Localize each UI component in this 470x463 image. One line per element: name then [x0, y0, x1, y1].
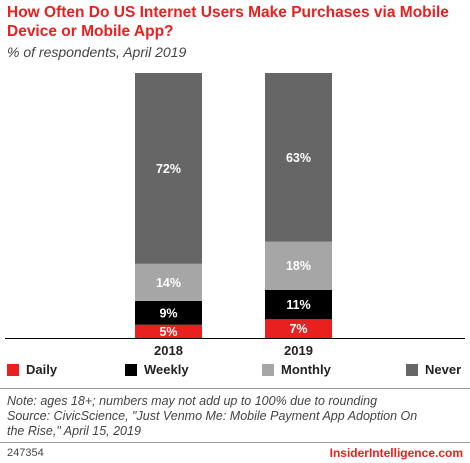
stacked-bar-chart: 5% 9% 14% 72% 2018 7% 11% 18% 63% 2019	[5, 73, 465, 358]
bar-daily-2018	[135, 324, 202, 338]
bar-weekly-2019	[265, 289, 332, 320]
legend-swatch-never	[406, 363, 418, 376]
data-label-weekly-2018: 9%	[159, 306, 177, 320]
divider-top	[0, 388, 470, 389]
footnote: Note: ages 18+; numbers may not add up t…	[7, 394, 465, 439]
legend-swatch-monthly	[262, 363, 274, 376]
data-label-never-2018: 72%	[156, 162, 181, 176]
legend: Daily Weekly Monthly Never	[7, 362, 465, 384]
bar-daily-2019	[265, 319, 332, 338]
chart-subtitle: % of respondents, April 2019	[7, 44, 187, 60]
legend-label-never: Never	[425, 362, 462, 377]
data-label-daily-2018: 5%	[159, 325, 177, 339]
legend-item-weekly: Weekly	[125, 362, 189, 377]
data-label-monthly-2019: 18%	[286, 259, 311, 273]
brand-logo-text: InsiderIntelligence.com	[329, 446, 463, 460]
legend-item-never: Never	[406, 362, 461, 377]
data-label-never-2019: 63%	[286, 151, 311, 165]
legend-label-weekly: Weekly	[144, 362, 189, 377]
bar-weekly-2018	[135, 300, 202, 325]
footnote-source-cont: the Rise," April 15, 2019	[7, 424, 141, 438]
data-label-daily-2019: 7%	[289, 322, 307, 336]
legend-item-monthly: Monthly	[262, 362, 331, 377]
legend-swatch-weekly	[125, 363, 137, 376]
chart-title: How Often Do US Internet Users Make Purc…	[7, 4, 449, 40]
footnote-note: Note: ages 18+; numbers may not add up t…	[7, 394, 378, 408]
x-tick-label-2018: 2018	[154, 343, 183, 358]
legend-swatch-daily	[7, 363, 19, 376]
chart-id: 247354	[7, 447, 44, 459]
data-label-monthly-2018: 14%	[156, 276, 181, 290]
bar-never-2019	[265, 73, 332, 242]
divider-bottom	[0, 442, 470, 443]
legend-label-daily: Daily	[26, 362, 58, 377]
data-label-weekly-2019: 11%	[286, 298, 310, 312]
legend-item-daily: Daily	[7, 362, 57, 377]
footnote-source: Source: CivicScience, "Just Venmo Me: Mo…	[7, 409, 418, 423]
bar-never-2018	[135, 73, 202, 264]
bar-monthly-2018	[135, 263, 202, 301]
legend-label-monthly: Monthly	[281, 362, 331, 377]
bar-monthly-2019	[265, 241, 332, 290]
x-tick-label-2019: 2019	[284, 343, 313, 358]
